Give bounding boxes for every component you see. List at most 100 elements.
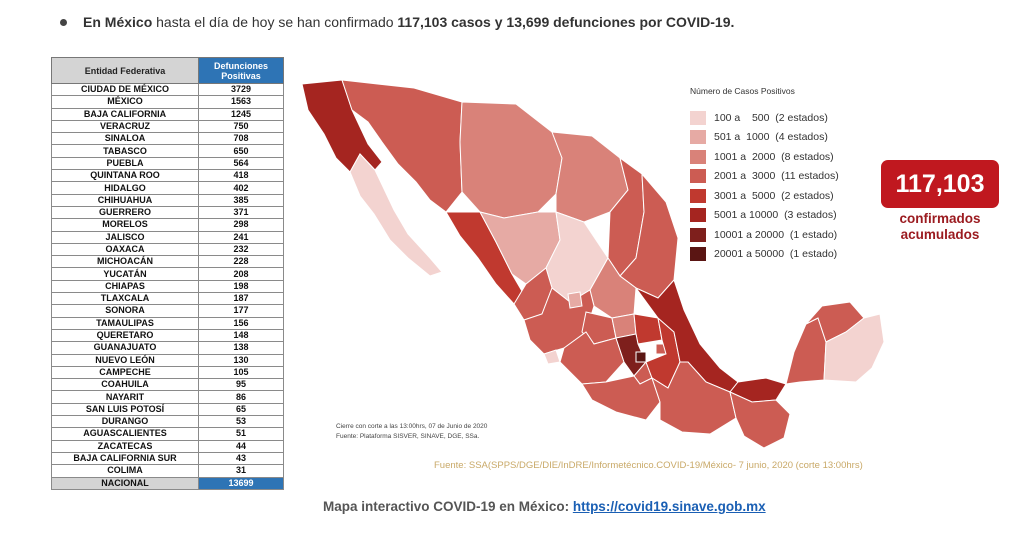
state-chihuahua[interactable] [459, 101, 563, 219]
state-campeche[interactable] [785, 317, 827, 385]
table-row: GUANAJUATO 138 [51, 341, 284, 355]
legend-swatch [690, 188, 706, 203]
legend-item: 20001 a 50000 (1 estado) [690, 245, 890, 265]
table-row: MORELOS 298 [51, 218, 284, 232]
state-coahuila[interactable] [551, 131, 629, 223]
table-row: MÉXICO 1563 [51, 95, 284, 109]
state-name: CAMPECHE [51, 365, 199, 380]
table-row: SONORA 177 [51, 304, 284, 318]
state-name: JALISCO [51, 230, 199, 244]
table-row: QUERETARO 148 [51, 328, 284, 343]
state-guerrero[interactable] [581, 375, 661, 421]
total-value: 13699 [198, 476, 284, 490]
death-count: 177 [198, 304, 284, 318]
map-link[interactable]: https://covid19.sinave.gob.mx [572, 499, 766, 514]
table-row: AGUASCALIENTES 51 [51, 427, 284, 441]
death-count: 51 [198, 427, 284, 441]
table-row: CHIAPAS 198 [51, 279, 284, 294]
legend-label: 501 a 1000 (4 estados) [714, 131, 828, 144]
death-count: 44 [198, 439, 284, 453]
legend-title: Número de Casos Positivos [690, 86, 795, 96]
table-row: HIDALGO 402 [51, 181, 284, 195]
legend-swatch [690, 110, 706, 125]
table-row: OAXACA 232 [51, 242, 284, 257]
state-aguascalientes[interactable] [567, 291, 583, 309]
table-row: SAN LUIS POTOSÍ 65 [51, 402, 284, 417]
death-count: 1563 [198, 95, 284, 109]
death-count: 31 [198, 464, 284, 478]
death-count: 130 [198, 353, 284, 367]
state-chiapas[interactable] [729, 391, 791, 449]
legend-label: 10001 a 20000 (1 estado) [714, 228, 838, 241]
footer-text: Mapa interactivo COVID-19 en México: [323, 499, 573, 514]
legend-swatch [690, 169, 706, 184]
headline-prefix: En México [83, 14, 153, 30]
state-name: SAN LUIS POTOSÍ [51, 402, 199, 417]
state-name: MORELOS [51, 218, 199, 232]
death-count: 750 [198, 119, 284, 134]
state-hidalgo[interactable] [633, 313, 663, 345]
legend-item: 501 a 1000 (4 estados) [690, 128, 890, 148]
column-header-state: Entidad Federativa [51, 57, 199, 84]
deaths-table: Entidad Federativa Defunciones Positivas… [51, 57, 284, 490]
state-name: BAJA CALIFORNIA [51, 107, 199, 121]
death-count: 232 [198, 242, 284, 257]
bullet-icon [60, 18, 67, 26]
state-name: COAHUILA [51, 378, 199, 392]
death-count: 1245 [198, 107, 284, 121]
death-count: 43 [198, 451, 284, 466]
footer: Mapa interactivo COVID-19 en México: htt… [323, 499, 766, 514]
death-count: 148 [198, 328, 284, 343]
table-row: GUERRERO 371 [51, 205, 284, 220]
state-name: NUEVO LEÓN [51, 353, 199, 367]
death-count: 3729 [198, 82, 284, 97]
map-notes: Cierre con corte a las 13:00hrs, 07 de J… [336, 422, 487, 442]
death-count: 156 [198, 316, 284, 330]
table-row: SINALOA 708 [51, 132, 284, 146]
table-row: CAMPECHE 105 [51, 365, 284, 380]
death-count: 298 [198, 218, 284, 232]
legend-item: 100 a 500 (2 estados) [690, 108, 890, 128]
mexico-map[interactable] [290, 62, 890, 474]
state-name: OAXACA [51, 242, 199, 257]
headline-middle: hasta el día de hoy se han confirmado [152, 14, 398, 30]
death-count: 65 [198, 402, 284, 417]
table-row: COLIMA 31 [51, 464, 284, 478]
legend-item: 1001 a 2000 (8 estados) [690, 147, 890, 167]
state-name: QUERETARO [51, 328, 199, 343]
state-baja-california-sur[interactable] [349, 153, 443, 277]
state-name: GUERRERO [51, 205, 199, 220]
state-name: TLAXCALA [51, 292, 199, 306]
legend-swatch [690, 247, 706, 262]
death-count: 187 [198, 292, 284, 306]
table-row: DURANGO 53 [51, 415, 284, 429]
table-row: BAJA CALIFORNIA 1245 [51, 107, 284, 121]
table-row: JALISCO 241 [51, 230, 284, 244]
state-name: CHIHUAHUA [51, 193, 199, 207]
death-count: 371 [198, 205, 284, 220]
legend-label: 5001 a 10000 (3 estados) [714, 209, 837, 222]
state-name: GUANAJUATO [51, 341, 199, 355]
headline-cases: 117,103 casos y 13,699 defunciones por C… [397, 14, 735, 30]
death-count: 138 [198, 341, 284, 355]
death-count: 385 [198, 193, 284, 207]
state-name: DURANGO [51, 415, 199, 429]
confirmed-counter: 117,103 [881, 160, 999, 208]
table-row: CIUDAD DE MÉXICO 3729 [51, 82, 284, 97]
source-caption: Fuente: SSA(SPPS/DGE/DIE/InDRE/Informeté… [434, 460, 863, 471]
death-count: 86 [198, 390, 284, 404]
legend-item: 10001 a 20000 (1 estado) [690, 225, 890, 245]
table-row: COAHUILA 95 [51, 378, 284, 392]
state-name: TAMAULIPAS [51, 316, 199, 330]
legend-label: 2001 a 3000 (11 estados) [714, 170, 839, 183]
state-quintana-roo[interactable] [823, 313, 885, 383]
death-count: 95 [198, 378, 284, 392]
map-legend: Número de Casos Positivos 100 a 500 (2 e… [690, 86, 890, 264]
state-name: NAYARIT [51, 390, 199, 404]
mexico-map-svg [301, 79, 885, 449]
state-ciudad-de-mexico[interactable] [635, 351, 647, 363]
death-count: 564 [198, 156, 284, 171]
table-row: TAMAULIPAS 156 [51, 316, 284, 330]
state-name: SONORA [51, 304, 199, 318]
legend-label: 20001 a 50000 (1 estado) [714, 248, 838, 261]
